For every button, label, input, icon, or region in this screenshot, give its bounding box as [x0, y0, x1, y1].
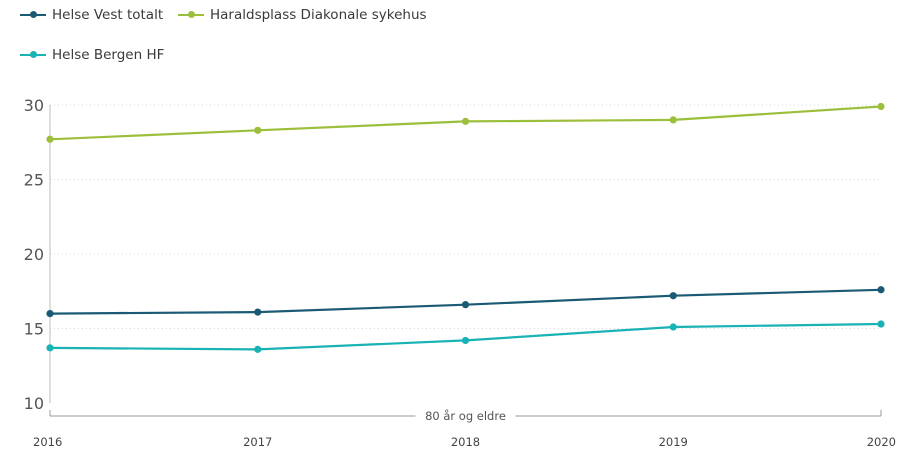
chart-legend: Helse Vest totalt Haraldsplass Diakonale… — [0, 0, 915, 80]
series-0 — [46, 286, 885, 318]
data-point[interactable] — [461, 336, 470, 345]
data-point[interactable] — [46, 135, 54, 143]
data-point[interactable] — [46, 344, 54, 352]
data-point[interactable] — [877, 102, 885, 111]
data-point[interactable] — [669, 292, 677, 300]
data-point[interactable] — [461, 117, 470, 125]
data-point[interactable] — [254, 308, 262, 316]
data-point[interactable] — [669, 323, 677, 331]
legend-item-haraldsplass[interactable]: Haraldsplass Diakonale sykehus — [178, 5, 427, 25]
y-tick-label: 15 — [24, 320, 44, 339]
legend-label: Helse Bergen HF — [52, 47, 165, 63]
series-line — [48, 322, 883, 351]
series-1 — [46, 102, 885, 143]
x-axis-group-label: 80 år og eldre — [425, 409, 506, 423]
x-tick-label: 2020 — [867, 435, 896, 449]
x-tick-label: 2017 — [243, 435, 272, 449]
data-point[interactable] — [669, 116, 677, 124]
y-axis: 10 15 20 25 30 — [24, 96, 51, 413]
data-point[interactable] — [877, 320, 885, 328]
legend-swatch-haraldsplass — [178, 8, 204, 22]
x-axis: 80 år og eldre 2016 2017 2018 2019 2020 — [33, 408, 896, 449]
y-tick-label: 10 — [24, 394, 44, 413]
series — [46, 102, 885, 353]
x-tick-label: 2018 — [451, 435, 480, 449]
y-tick-label: 30 — [24, 96, 44, 115]
data-point[interactable] — [461, 301, 470, 309]
y-tick-label: 25 — [24, 171, 44, 190]
legend-label: Helse Vest totalt — [52, 7, 164, 23]
data-point[interactable] — [254, 345, 262, 353]
series-2 — [46, 320, 885, 353]
data-point[interactable] — [877, 286, 885, 294]
data-point[interactable] — [254, 126, 262, 134]
legend-swatch-helse-bergen-hf — [20, 48, 46, 62]
legend-item-helse-vest-totalt[interactable]: Helse Vest totalt — [20, 5, 163, 25]
gridlines — [50, 104, 881, 329]
data-point[interactable] — [46, 310, 54, 318]
x-tick-label: 2016 — [33, 435, 62, 449]
legend-item-helse-bergen-hf[interactable]: Helse Bergen HF — [20, 45, 164, 65]
group-label-background — [415, 408, 516, 424]
y-tick-label: 20 — [24, 245, 44, 264]
legend-label: Haraldsplass Diakonale sykehus — [210, 7, 427, 23]
legend-swatch-helse-vest-totalt — [20, 8, 46, 22]
x-tick-label: 2019 — [659, 435, 688, 449]
